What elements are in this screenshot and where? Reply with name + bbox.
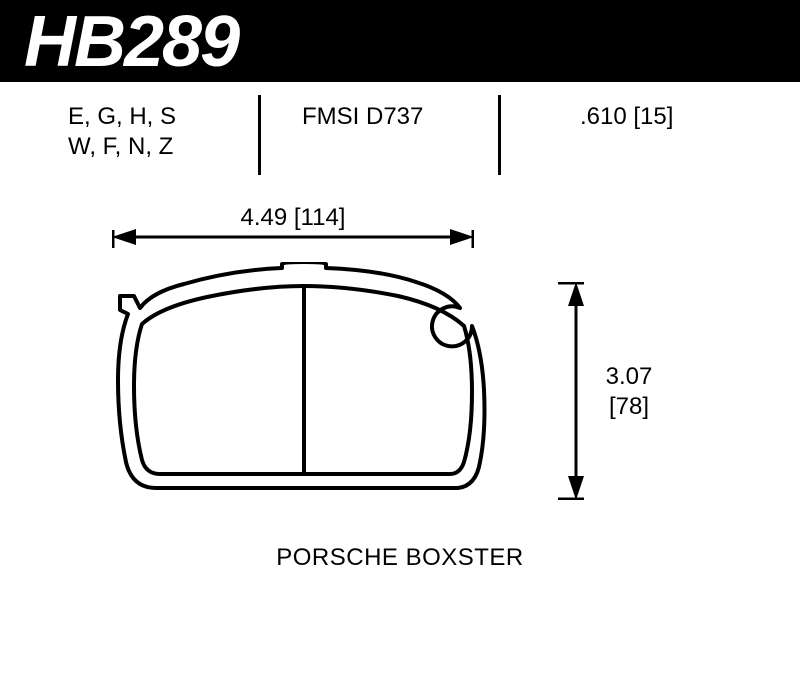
- fmsi-cell: FMSI D737: [260, 102, 500, 132]
- compounds-line2: W, F, N, Z: [68, 132, 232, 162]
- height-arrow-icon: [558, 282, 594, 500]
- fmsi-value: FMSI D737: [302, 103, 423, 130]
- height-dimension: 3.07 [78]: [558, 282, 594, 500]
- header-band: HB289: [0, 0, 800, 82]
- height-value: 3.07: [594, 362, 664, 392]
- brake-pad-outline-icon: [112, 262, 492, 502]
- height-mm: [78]: [594, 392, 664, 422]
- thickness-value: .610 [15]: [580, 103, 673, 130]
- width-dimension: 4.49 [114]: [112, 212, 474, 253]
- width-label: 4.49 [114]: [112, 204, 474, 232]
- vehicle-label: PORSCHE BOXSTER: [0, 544, 800, 572]
- product-code: HB289: [24, 1, 238, 83]
- compounds-line1: E, G, H, S: [68, 102, 232, 132]
- height-label: 3.07 [78]: [594, 362, 664, 422]
- thickness-cell: .610 [15]: [500, 102, 701, 132]
- divider-1: [258, 95, 261, 175]
- spec-row: E, G, H, S W, F, N, Z FMSI D737 .610 [15…: [0, 82, 800, 172]
- diagram-area: 4.49 [114]: [0, 172, 800, 622]
- divider-2: [498, 95, 501, 175]
- compounds-cell: E, G, H, S W, F, N, Z: [0, 102, 260, 162]
